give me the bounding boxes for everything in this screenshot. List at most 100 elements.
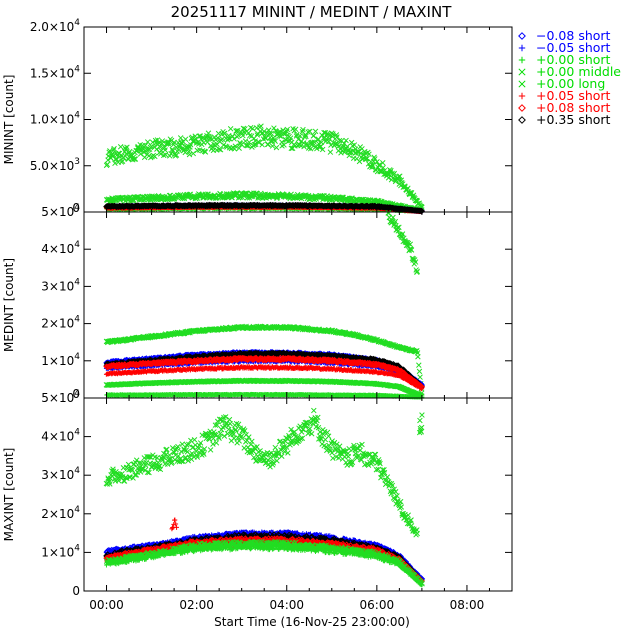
data-point [391, 170, 398, 177]
chart-title: 20251117 MININT / MEDINT / MAXINT [171, 3, 453, 21]
data-point [277, 128, 283, 135]
data-point [216, 146, 222, 153]
data-point [229, 133, 236, 140]
series--0-00-long-upper-branch- [385, 210, 420, 275]
data-point [370, 162, 376, 169]
data-point [117, 144, 124, 150]
data-points-layer [103, 123, 426, 588]
data-point [416, 362, 422, 368]
data-point [314, 145, 320, 152]
data-point [265, 127, 272, 133]
data-point [169, 146, 176, 153]
panel-2 [103, 210, 426, 400]
data-point [300, 126, 306, 133]
data-point [344, 143, 350, 150]
data-point [303, 133, 309, 140]
data-point [415, 354, 421, 360]
data-point [217, 147, 224, 153]
series--0-00-long [103, 123, 425, 211]
data-point [285, 138, 292, 145]
data-point [242, 138, 249, 144]
data-point [325, 132, 331, 138]
data-point [273, 144, 280, 151]
data-point [190, 138, 196, 145]
data-point [185, 143, 192, 150]
data-point [152, 153, 158, 160]
data-point [292, 126, 299, 133]
data-point [132, 156, 139, 162]
data-point [231, 136, 237, 142]
data-point [282, 131, 288, 137]
data-point [162, 151, 169, 158]
data-point [380, 160, 386, 166]
data-point [258, 123, 264, 129]
data-point [310, 132, 317, 139]
data-point [120, 154, 127, 161]
data-point [263, 135, 269, 142]
data-point [269, 143, 276, 149]
data-point [297, 133, 303, 139]
data-point [336, 143, 342, 149]
data-point [307, 146, 314, 152]
data-point [380, 164, 386, 171]
data-point [240, 132, 246, 139]
data-point [110, 147, 117, 153]
data-point [182, 136, 189, 142]
data-point [371, 154, 377, 161]
data-point [416, 368, 423, 375]
data-point [267, 138, 274, 144]
data-point [157, 143, 163, 150]
data-point [309, 139, 316, 146]
data-point [236, 145, 242, 151]
data-point [281, 142, 287, 148]
data-point [154, 137, 161, 143]
data-point [112, 160, 118, 167]
data-point [111, 145, 117, 152]
data-point [288, 145, 295, 152]
data-point [246, 139, 253, 146]
data-point [196, 133, 203, 139]
data-point [334, 134, 340, 140]
data-point [376, 162, 383, 168]
data-point [249, 125, 256, 132]
data-point [311, 139, 317, 145]
data-point [232, 143, 239, 149]
data-point [304, 140, 310, 147]
data-point [356, 158, 363, 165]
data-point [307, 128, 313, 135]
data-point [207, 136, 213, 142]
data-point [272, 128, 279, 134]
data-point [319, 146, 326, 153]
data-point [247, 132, 253, 139]
data-point [295, 136, 302, 143]
data-point [336, 137, 343, 144]
data-point [272, 138, 278, 144]
data-point [159, 138, 166, 144]
data-point [144, 139, 151, 145]
data-point [417, 374, 423, 380]
data-point [312, 128, 319, 135]
data-point [190, 150, 197, 157]
data-point [124, 144, 130, 150]
data-point [104, 161, 111, 168]
data-point [268, 130, 275, 137]
data-point [227, 126, 234, 132]
data-point [202, 149, 209, 155]
data-point [284, 126, 291, 133]
data-point [245, 142, 251, 149]
data-point [131, 156, 138, 162]
data-point [351, 142, 358, 148]
data-point [305, 129, 311, 135]
data-point [259, 142, 265, 148]
data-point [261, 128, 267, 135]
data-point [397, 173, 403, 179]
data-point [235, 127, 241, 134]
data-point [366, 151, 372, 157]
data-point [178, 139, 185, 146]
panel-1 [103, 123, 426, 215]
data-point [162, 147, 168, 153]
data-point [327, 149, 334, 155]
data-point [142, 148, 149, 154]
data-point [166, 139, 172, 145]
data-point [294, 131, 300, 138]
